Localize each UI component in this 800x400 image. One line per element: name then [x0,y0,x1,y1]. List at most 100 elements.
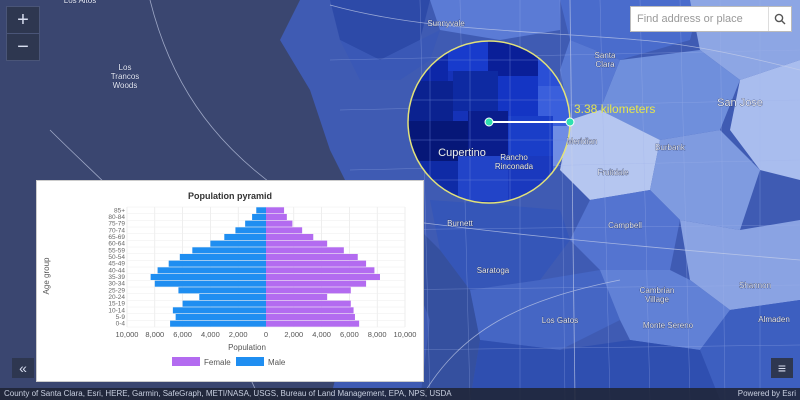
population-tick-labels: 10,000 8,000 6,000 4,000 2,000 0 2,000 4,000 6,0… [116,330,417,339]
zoom-in-button[interactable]: + [17,9,29,31]
bar-female-30-34[interactable] [266,280,367,287]
bar-male-75-79[interactable] [245,220,266,227]
place-label-los-altos: Los Altos [64,0,96,5]
bar-female-15-19[interactable] [266,300,351,307]
bar-male-60-64[interactable] [210,240,266,247]
bar-female-50-54[interactable] [266,253,358,261]
bar-male-70-74[interactable] [235,227,266,234]
x-tick-label: 10,000 [394,330,417,339]
age-tick-label: 0-4 [116,321,126,328]
bar-male-45-49[interactable] [168,260,266,267]
bar-male-10-14[interactable] [172,307,266,314]
legend-label-male: Male [268,358,286,367]
place-label-meridian: Meridian [567,137,598,146]
bar-male-85+[interactable] [256,207,266,214]
bar-male-50-54[interactable] [179,253,266,261]
zoom-controls: + − [6,6,40,61]
bar-female-10-14[interactable] [266,307,354,314]
population-pyramid-panel: Population pyramid 0-4 5-9 10-14 15-19 20-24… [36,180,424,382]
age-tick-label: 65-69 [108,234,125,241]
place-label-los-trancos-woods: Los Trancos Woods [111,63,140,90]
age-tick-label: 45-49 [108,261,125,268]
buffer-center-handle [484,117,494,127]
bar-male-55-59[interactable] [192,247,266,254]
age-tick-label: 35-39 [108,274,125,281]
place-label-shannon: Shannon [739,281,771,290]
x-tick-label: 10,000 [116,330,139,339]
chart-gridlines [126,206,406,328]
bar-female-35-39[interactable] [266,273,380,281]
bar-male-20-24[interactable] [199,293,266,301]
bar-female-25-29[interactable] [266,287,351,294]
age-tick-label: 80-84 [108,214,125,221]
bar-female-80-84[interactable] [266,213,287,221]
x-tick-label: 2,000 [229,330,248,339]
bar-female-85+[interactable] [266,207,285,214]
age-tick-label: 25-29 [108,287,125,294]
female-bars [266,207,380,327]
zoom-out-button[interactable]: − [7,33,39,60]
age-group-labels: 0-45-910-1415-1920-2425-2930-3435-3940-4… [108,207,125,327]
population-pyramid-chart: Population pyramid 0-45-910-1415-1920-24… [42,191,417,367]
place-label-saratoga: Saratoga [477,266,510,275]
x-tick-label: 6,000 [173,330,192,339]
bar-male-0-4[interactable] [170,320,266,327]
menu-button[interactable]: ≡ [771,358,793,378]
attribution-bar: County of Santa Clara, Esri, HERE, Garmi… [0,388,800,400]
bar-female-45-49[interactable] [266,260,367,267]
place-label-monte-sereno: Monte Sereno [643,321,694,330]
x-tick-label: 6,000 [340,330,359,339]
bar-male-25-29[interactable] [178,287,266,294]
x-axis-label: Population [228,343,266,352]
place-label-cambrian-village: Cambrian Village [640,286,675,304]
bar-male-65-69[interactable] [224,233,266,241]
legend-label-female: Female [204,358,231,367]
bar-female-65-69[interactable] [266,233,314,241]
x-tick-label: 2,000 [284,330,303,339]
bar-female-60-64[interactable] [266,240,328,247]
age-tick-label: 55-59 [108,247,125,254]
esri-attribution-link[interactable]: Powered by Esri [737,389,796,398]
x-tick-label: 8,000 [368,330,387,339]
place-label-rancho-rinconada: Rancho Rinconada [495,153,534,171]
search-widget [630,6,792,32]
place-label-campbell: Campbell [608,221,642,230]
age-tick-label: 10-14 [108,307,125,314]
age-tick-label: 30-34 [108,281,125,288]
male-bars [150,207,266,327]
place-label-los-gatos: Los Gatos [542,316,578,325]
place-label-fruitdale: Fruitdale [597,168,629,177]
bar-female-55-59[interactable] [266,247,344,254]
attribution-text: County of Santa Clara, Esri, HERE, Garmi… [4,389,452,398]
buffer-selection[interactable]: 3.38 kilometers [407,40,655,206]
bar-male-15-19[interactable] [182,300,266,307]
bar-male-5-9[interactable] [175,313,266,321]
expand-panel-button[interactable]: « [12,358,34,378]
search-input[interactable] [631,7,768,31]
chart-legend: Female Male [172,357,286,367]
chart-title: Population pyramid [188,191,272,201]
legend-swatch-male [236,357,264,366]
search-button[interactable] [768,7,791,31]
bar-female-5-9[interactable] [266,313,355,321]
bar-male-80-84[interactable] [252,213,266,221]
age-tick-label: 75-79 [108,221,125,228]
bar-male-35-39[interactable] [150,273,266,281]
legend-swatch-female [172,357,200,366]
place-label-burbank: Burbank [655,143,686,152]
bar-male-30-34[interactable] [154,280,266,287]
age-tick-label: 15-19 [108,301,125,308]
bar-female-20-24[interactable] [266,293,328,301]
bar-female-0-4[interactable] [266,320,360,327]
buffer-distance-label: 3.38 kilometers [574,102,655,116]
place-label-san-jose: San Jose [717,97,763,109]
bar-female-75-79[interactable] [266,220,293,227]
x-tick-label: 8,000 [145,330,164,339]
bar-female-70-74[interactable] [266,227,303,234]
y-axis-label: Age group [42,257,51,294]
bar-female-40-44[interactable] [266,267,375,274]
place-label-sunnyvale: Sunnyvale [427,19,465,28]
search-icon [774,13,786,25]
place-label-almaden: Almaden [758,315,790,324]
bar-male-40-44[interactable] [157,267,266,274]
